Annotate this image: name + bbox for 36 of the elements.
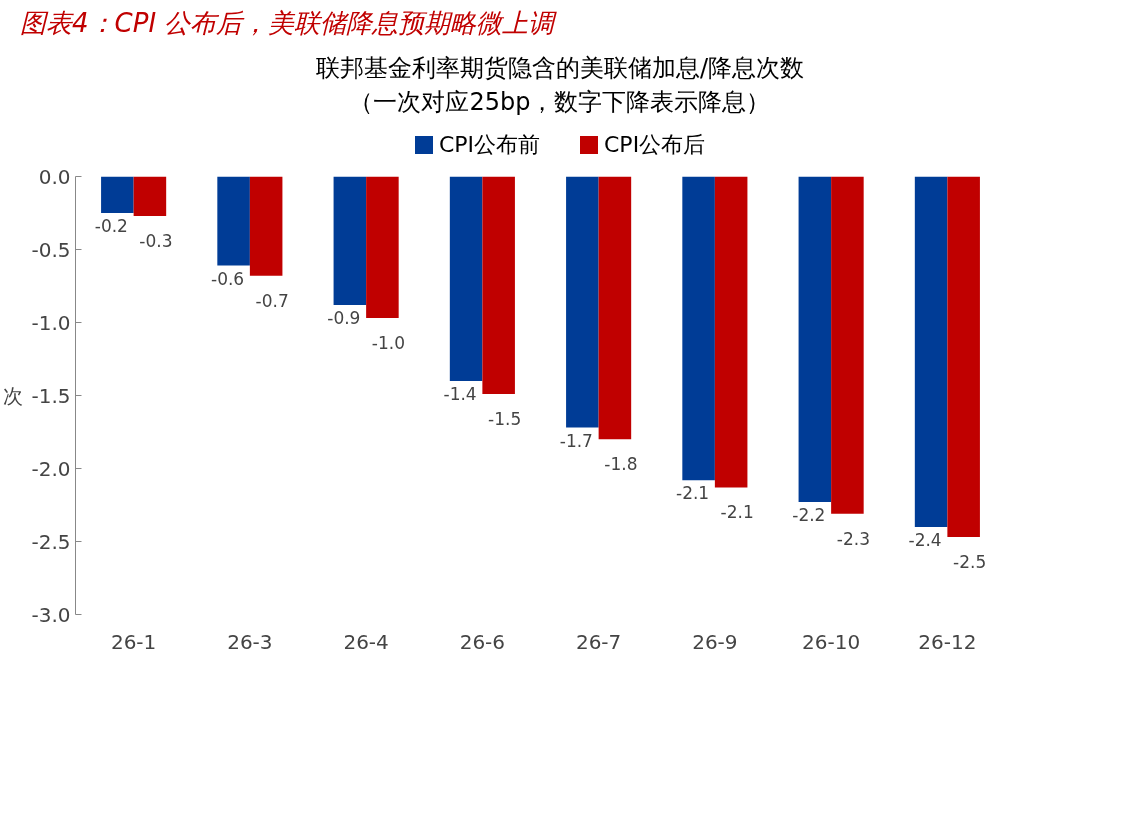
legend-label: CPI公布后	[604, 132, 706, 158]
data-label: -1.0	[371, 332, 405, 353]
y-tick-label: -2.0	[31, 456, 71, 481]
chart-title: 图表4：CPI 公布后，美联储降息预期略微上调	[20, 7, 555, 40]
y-tick-label: -1.5	[31, 383, 71, 408]
legend-label: CPI公布前	[438, 132, 540, 158]
x-tick-label: 26-10	[802, 629, 861, 654]
y-axis-title: 次	[3, 383, 24, 408]
data-label: -2.1	[720, 502, 754, 523]
x-tick-label: 26-1	[110, 629, 157, 654]
x-tick-label: 26-9	[692, 629, 738, 654]
data-label: -0.6	[211, 268, 245, 289]
data-label: -2.3	[836, 528, 870, 549]
data-label: -0.9	[327, 307, 361, 328]
x-tick-label: 26-12	[918, 629, 977, 654]
x-tick-label: 26-3	[227, 629, 273, 654]
data-label: -1.4	[443, 383, 477, 404]
y-tick-label: 0.0	[38, 164, 71, 189]
x-tick-label: 26-7	[575, 629, 622, 654]
data-label: -2.4	[908, 529, 942, 550]
x-tick-label: 26-4	[343, 629, 389, 654]
y-tick-label: -0.5	[31, 237, 71, 262]
data-label: -2.2	[792, 504, 826, 525]
data-label: -1.7	[559, 430, 593, 451]
y-tick-label: -2.5	[31, 529, 71, 554]
data-label: -1.5	[488, 408, 522, 429]
x-tick-label: 26-6	[459, 629, 506, 654]
data-label: -0.2	[94, 215, 128, 236]
y-tick-label: -1.0	[31, 310, 71, 335]
data-label: -0.7	[255, 290, 289, 311]
data-label: -2.1	[676, 482, 710, 503]
data-label: -1.8	[604, 454, 638, 475]
data-label: -2.5	[953, 551, 987, 572]
y-tick-label: -3.0	[31, 602, 71, 627]
data-label: -0.3	[139, 230, 173, 251]
chart-subtitle: 联邦基金利率期货隐含的美联储加息/降息次数（一次对应25bp，数字下降表示降息）	[314, 53, 806, 118]
